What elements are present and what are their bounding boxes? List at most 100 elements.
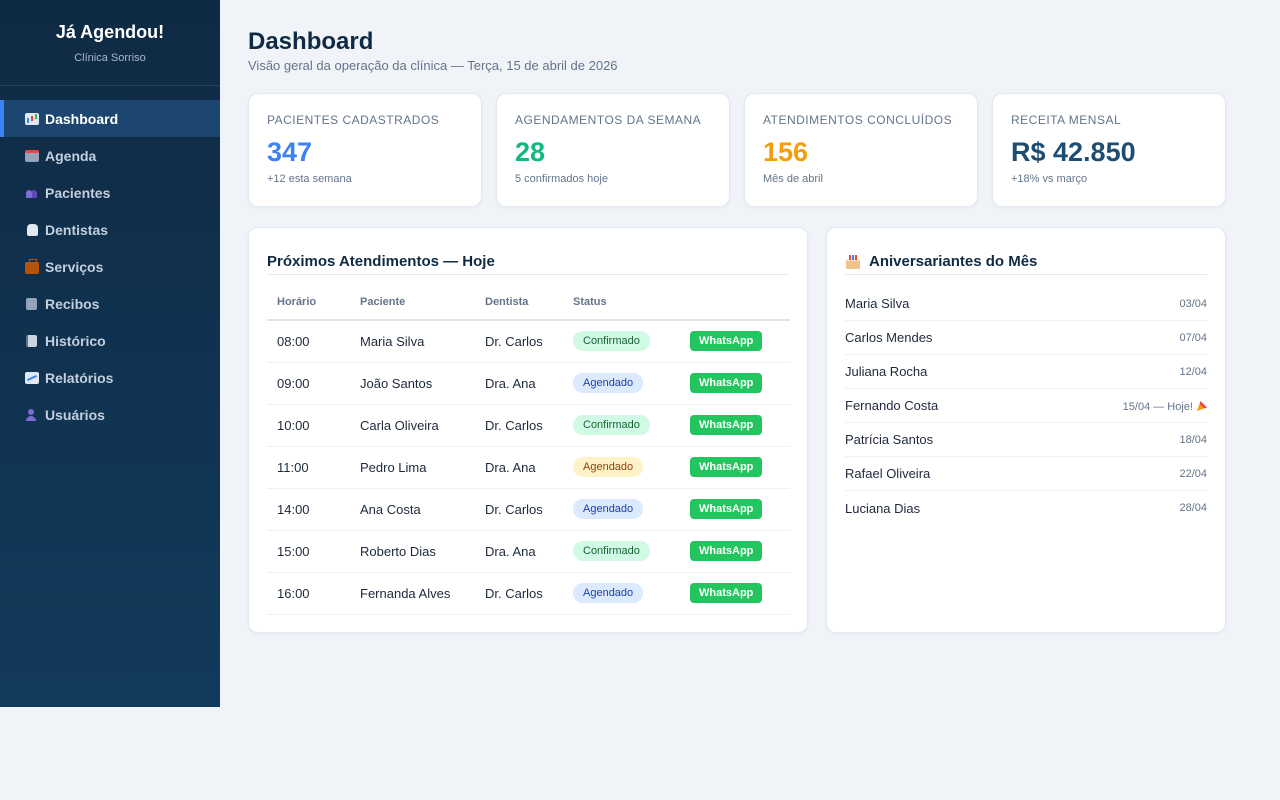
sidebar-item-label: Dashboard: [45, 110, 119, 127]
status-badge: Agendado: [573, 457, 644, 477]
brand: Já Agendou! Clínica Sorriso: [0, 0, 220, 86]
birthday-date: 07/04: [1179, 331, 1207, 344]
appointments-title: Próximos Atendimentos — Hoje: [267, 228, 789, 275]
whatsapp-button[interactable]: WhatsApp: [690, 541, 763, 561]
appointment-patient: Carla Oliveira: [350, 404, 475, 447]
whatsapp-button[interactable]: WhatsApp: [690, 499, 763, 519]
stat-label: Agendamentos da semana: [515, 113, 702, 127]
birthdays-header: Aniversariantes do Mês: [845, 228, 1207, 275]
column-header-actions: [680, 285, 790, 321]
user-icon: [25, 408, 39, 421]
sidebar-item-relatorios[interactable]: Relatórios: [0, 359, 220, 396]
appointment-patient: Maria Silva: [350, 320, 475, 363]
whatsapp-button[interactable]: WhatsApp: [690, 415, 763, 435]
sidebar-item-servicos[interactable]: Serviços: [0, 248, 220, 285]
birthday-name: Juliana Rocha: [845, 364, 928, 379]
appointments-panel: Próximos Atendimentos — Hoje Horário Pac…: [248, 227, 808, 633]
birthday-date: 18/04: [1179, 433, 1207, 446]
whatsapp-button[interactable]: WhatsApp: [690, 583, 763, 603]
list-item: Juliana Rocha 12/04: [845, 355, 1207, 389]
sidebar-item-dashboard[interactable]: Dashboard: [0, 100, 220, 137]
receipt-icon: [26, 297, 37, 310]
table-row: 14:00 Ana Costa Dr. Carlos Agendado What…: [267, 488, 790, 531]
table-row: 16:00 Fernanda Alves Dr. Carlos Agendado…: [267, 572, 790, 615]
table-row: 08:00 Maria Silva Dr. Carlos Confirmado …: [267, 320, 790, 363]
stat-label: Atendimentos concluídos: [763, 113, 953, 127]
appointment-time: 10:00: [267, 404, 350, 447]
appointment-dentist: Dr. Carlos: [475, 572, 563, 615]
birthday-date: 28/04: [1179, 502, 1207, 514]
stat-note: 5 confirmados hoje: [515, 173, 608, 185]
column-header-horario: Horário: [267, 285, 350, 321]
sidebar-item-label: Pacientes: [45, 184, 111, 201]
status-badge: Agendado: [573, 499, 644, 519]
appointment-patient: Ana Costa: [350, 488, 475, 531]
table-row: 09:00 João Santos Dra. Ana Agendado What…: [267, 362, 790, 405]
status-badge: Agendado: [573, 373, 644, 393]
appointment-time: 14:00: [267, 488, 350, 531]
column-header-dentista: Dentista: [475, 285, 563, 321]
app-title: Já Agendou!: [55, 22, 165, 42]
table-header-row: Horário Paciente Dentista Status: [267, 285, 790, 321]
sidebar-item-label: Agenda: [45, 147, 97, 164]
status-badge: Agendado: [573, 583, 644, 603]
whatsapp-button[interactable]: WhatsApp: [690, 373, 763, 393]
list-item: Luciana Dias 28/04: [845, 491, 1207, 525]
appointment-dentist: Dr. Carlos: [475, 488, 563, 531]
party-popper-icon: [1197, 401, 1207, 411]
table-row: 15:00 Roberto Dias Dra. Ana Confirmado W…: [267, 530, 790, 573]
sidebar-item-usuarios[interactable]: Usuários: [0, 396, 220, 433]
whatsapp-button[interactable]: WhatsApp: [690, 457, 763, 477]
whatsapp-button[interactable]: WhatsApp: [690, 331, 763, 352]
appointment-patient: Fernanda Alves: [350, 572, 475, 615]
appointment-dentist: Dra. Ana: [475, 362, 563, 405]
column-header-status: Status: [563, 285, 680, 321]
chart-icon: [25, 112, 39, 125]
sidebar-item-label: Histórico: [45, 332, 106, 349]
sidebar-item-dentistas[interactable]: Dentistas: [0, 211, 220, 248]
birthday-date-wrap: 15/04 — Hoje!: [1123, 398, 1207, 413]
cake-icon: [845, 254, 861, 269]
appointment-time: 08:00: [267, 320, 350, 363]
stat-card-agendamentos: Agendamentos da semana 28 5 confirmados …: [496, 93, 730, 207]
birthday-name: Carlos Mendes: [845, 330, 933, 345]
users-icon: [25, 187, 39, 199]
list-item: Fernando Costa 15/04 — Hoje!: [845, 389, 1207, 423]
birthday-name: Luciana Dias: [845, 500, 921, 516]
sidebar-nav: Dashboard Agenda Pacientes Dentistas Ser…: [0, 100, 220, 433]
stat-label: Receita mensal: [1011, 113, 1122, 127]
sidebar-item-historico[interactable]: Histórico: [0, 322, 220, 359]
birthday-date: 22/04: [1179, 467, 1207, 480]
column-header-paciente: Paciente: [350, 285, 475, 321]
appointment-time: 09:00: [267, 362, 350, 405]
appointment-dentist: Dr. Carlos: [475, 404, 563, 447]
sidebar-item-recibos[interactable]: Recibos: [0, 285, 220, 322]
list-item: Patrícia Santos 18/04: [845, 423, 1207, 457]
appointments-table: Horário Paciente Dentista Status 08:00 M…: [267, 285, 790, 615]
birthday-name: Fernando Costa: [845, 398, 939, 413]
stat-value: 28: [515, 137, 546, 167]
sidebar: Já Agendou! Clínica Sorriso Dashboard Ag…: [0, 0, 220, 707]
stat-value: 156: [763, 137, 809, 167]
sidebar-item-label: Dentistas: [45, 221, 109, 238]
stat-value: 347: [267, 137, 313, 167]
list-item: Rafael Oliveira 22/04: [845, 457, 1207, 491]
status-badge: Confirmado: [573, 331, 650, 352]
appointment-dentist: Dra. Ana: [475, 530, 563, 573]
sidebar-item-label: Serviços: [45, 258, 104, 275]
birthday-date: 03/04: [1179, 297, 1207, 310]
list-item: Carlos Mendes 07/04: [845, 321, 1207, 355]
sidebar-item-agenda[interactable]: Agenda: [0, 137, 220, 174]
birthday-date: 12/04: [1179, 365, 1207, 378]
birthday-date: 15/04 — Hoje!: [1122, 401, 1193, 413]
sidebar-item-label: Relatórios: [45, 369, 114, 386]
stat-note: +18% vs março: [1011, 173, 1088, 185]
stat-card-pacientes: Pacientes cadastrados 347 +12 esta seman…: [248, 93, 482, 207]
status-badge: Confirmado: [573, 541, 650, 561]
stat-card-atendimentos: Atendimentos concluídos 156 Mês de abril: [744, 93, 978, 207]
birthdays-panel: Aniversariantes do Mês Maria Silva 03/04…: [826, 227, 1226, 633]
trend-icon: [25, 371, 39, 384]
birthday-name: Rafael Oliveira: [845, 466, 931, 481]
stat-value: R$ 42.850: [1011, 137, 1136, 167]
sidebar-item-pacientes[interactable]: Pacientes: [0, 174, 220, 211]
